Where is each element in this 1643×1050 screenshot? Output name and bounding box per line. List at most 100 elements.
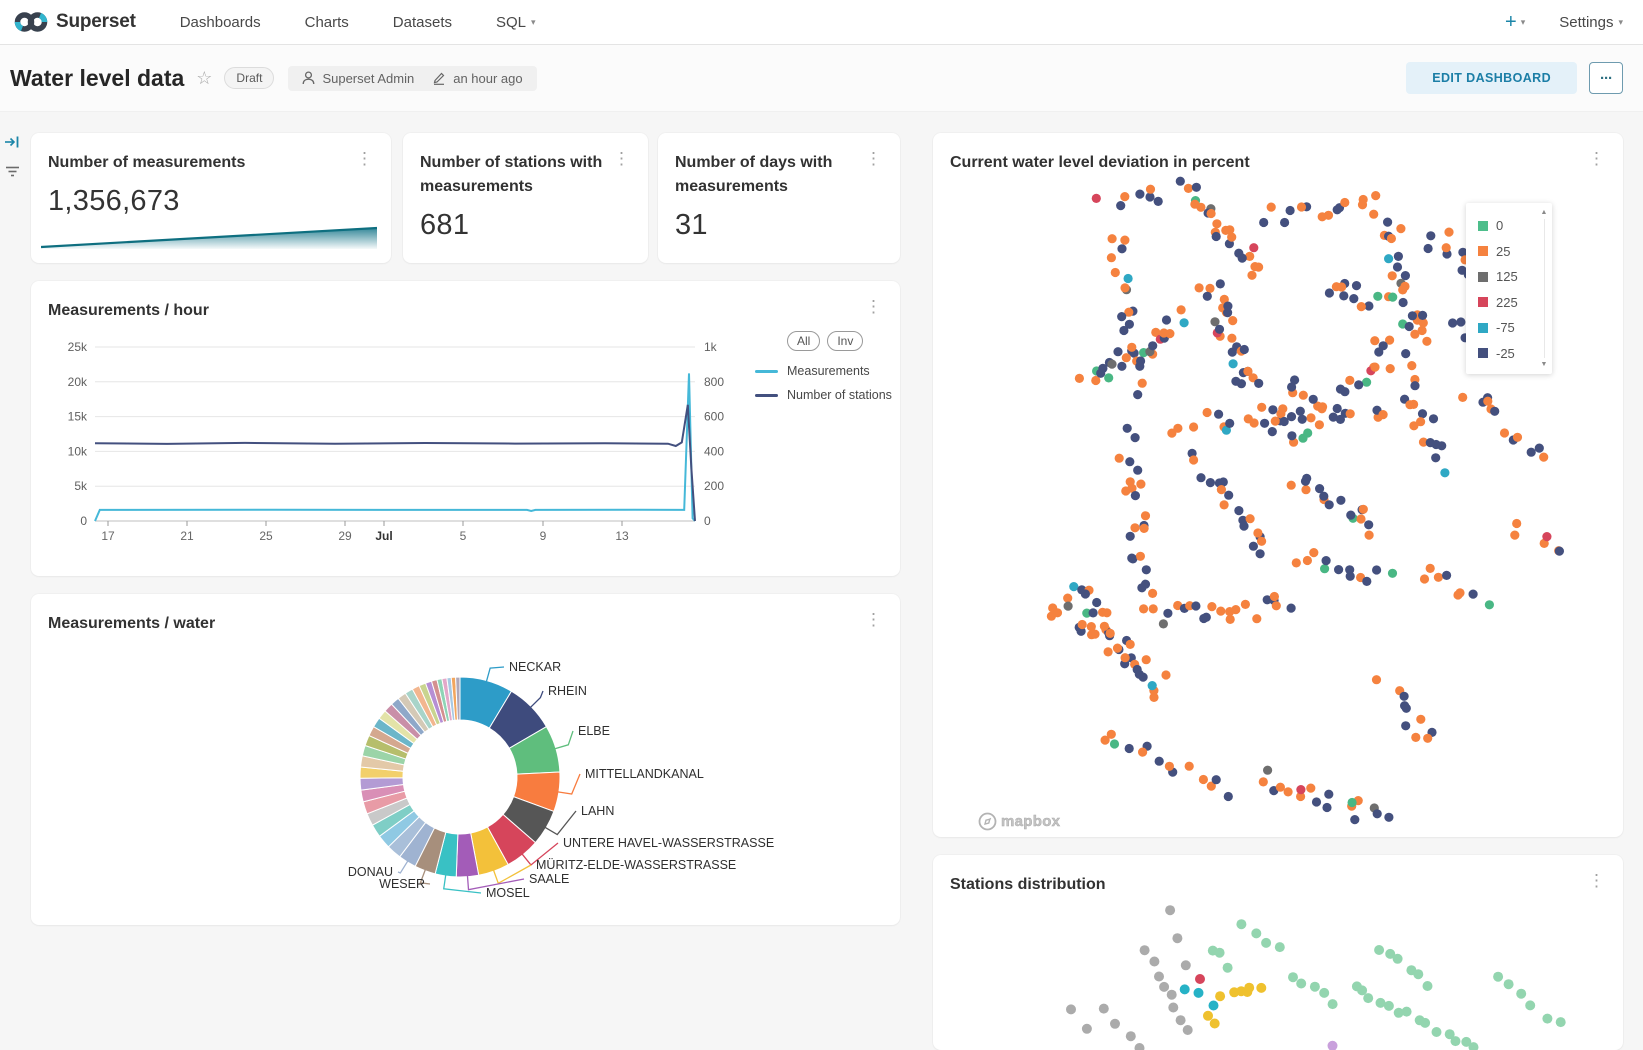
deviation-scatter-map[interactable] [933,133,1623,837]
page-title: Water level data [10,64,185,91]
nav-item-dashboards[interactable]: Dashboards [179,13,261,31]
expand-filter-bar-icon[interactable] [4,135,20,149]
dashboard-header: Water level data ☆ Draft Superset Admin … [0,45,1643,112]
legend-swatch [1478,348,1488,359]
svg-text:200: 200 [704,479,724,493]
svg-text:13: 13 [615,529,629,543]
hourly-chart-legend: All Inv Measurements Number of stations [755,331,915,412]
settings-menu[interactable]: Settings ▾ [1559,13,1623,31]
legend-label: 225 [1496,294,1518,310]
svg-text:LAHN: LAHN [581,804,614,818]
map-legend-item[interactable]: 125 [1478,264,1546,290]
card-title: Measurements / water [48,615,216,632]
legend-swatch [1478,220,1488,231]
nav-right: + ▾ Settings ▾ [1505,11,1623,34]
series-line-swatch [755,393,778,397]
mapbox-icon [978,812,997,831]
svg-text:0: 0 [704,514,711,528]
svg-text:5k: 5k [74,479,88,493]
top-navbar: Superset Dashboards Charts Datasets SQL … [0,0,1643,45]
kebab-menu-icon[interactable]: ⋮ [865,610,882,629]
svg-text:UNTERE HAVEL-WASSERSTRASSE: UNTERE HAVEL-WASSERSTRASSE [563,836,774,850]
svg-text:29: 29 [338,529,352,543]
owner-name: Superset Admin [322,70,415,86]
svg-text:MÜRITZ-ELDE-WASSERSTRASSE: MÜRITZ-ELDE-WASSERSTRASSE [536,858,736,872]
svg-text:RHEIN: RHEIN [548,684,587,698]
card-title: Measurements / hour [48,302,209,319]
svg-text:600: 600 [704,410,724,424]
svg-text:400: 400 [704,444,724,458]
superset-brand[interactable]: Superset [14,10,136,34]
kebab-menu-icon[interactable]: ⋮ [865,149,882,168]
legend-scrollbar[interactable]: ▲ ▼ [1539,209,1549,368]
legend-item-measurements[interactable]: Measurements [755,364,915,378]
draft-badge: Draft [224,67,275,89]
legend-swatch [1478,271,1488,282]
svg-text:1k: 1k [704,340,718,354]
legend-label: 25 [1496,243,1511,259]
legend-swatch [1478,297,1488,308]
kebab-menu-icon[interactable]: ⋮ [1588,871,1605,890]
svg-text:25k: 25k [68,340,88,354]
svg-text:10k: 10k [68,444,88,458]
pencil-icon [433,72,445,85]
card-number-of-measurements: Number of measurements ⋮ 1,356,673 [31,133,391,263]
filter-funnel-icon[interactable] [5,165,20,178]
kebab-menu-icon[interactable]: ⋮ [613,149,630,168]
nav-item-datasets[interactable]: Datasets [392,13,452,31]
kebab-menu-icon[interactable]: ⋮ [356,149,373,168]
mapbox-attribution[interactable]: mapbox [978,812,1060,831]
legend-inv-button[interactable]: Inv [827,331,864,351]
svg-text:NECKAR: NECKAR [509,660,561,674]
card-title: Stations distribution [950,876,1106,893]
more-options-button[interactable]: ··· [1589,62,1623,94]
dashboard-meta: Superset Admin an hour ago [288,65,537,91]
card-title: Number of measurements [48,154,246,171]
series-line-swatch [755,369,778,373]
favorite-star-icon[interactable]: ☆ [196,67,213,88]
big-number-value: 681 [420,209,470,241]
new-item-button[interactable]: + ▾ [1505,10,1526,33]
map-legend-item[interactable]: 25 [1478,239,1546,265]
nav-item-sql[interactable]: SQL ▾ [496,13,536,31]
scroll-up-icon[interactable]: ▲ [1540,209,1548,216]
chevron-down-icon: ▾ [1618,16,1623,27]
svg-text:9: 9 [540,529,547,543]
filter-rail [2,135,22,178]
scroll-track [1543,219,1545,358]
legend-label: 0 [1496,218,1504,234]
svg-text:25: 25 [259,529,273,543]
kebab-menu-icon[interactable]: ⋮ [1588,149,1605,168]
svg-text:MITTELLANDKANAL: MITTELLANDKANAL [585,767,704,781]
stations-scatter-chart[interactable] [933,855,1623,1050]
svg-text:SAALE: SAALE [529,872,569,886]
last-modified-text: an hour ago [453,70,523,86]
owner-item[interactable]: Superset Admin [302,71,414,86]
map-legend-item[interactable]: -75 [1478,315,1546,341]
user-icon [302,71,315,85]
card-number-of-stations: Number of stations with measurements ⋮ 6… [403,133,648,263]
legend-all-button[interactable]: All [787,331,821,351]
map-legend-item[interactable]: 225 [1478,290,1546,316]
edit-dashboard-button[interactable]: EDIT DASHBOARD [1406,62,1577,94]
card-number-of-days: Number of days with measurements ⋮ 31 [658,133,900,263]
map-legend-item[interactable]: -25 [1478,341,1546,367]
kebab-menu-icon[interactable]: ⋮ [865,297,882,316]
legend-item-number-of-stations[interactable]: Number of stations [755,388,915,402]
map-legend: 0 25 125 225 -75 -25 ▲ ▼ [1466,203,1552,374]
nav-item-charts[interactable]: Charts [304,13,349,31]
svg-text:MOSEL: MOSEL [486,886,530,900]
nav-items: Dashboards Charts Datasets SQL ▾ [180,14,536,31]
scroll-down-icon[interactable]: ▼ [1540,361,1548,368]
card-title: Current water level deviation in percent [950,154,1250,171]
card-measurements-per-hour: Measurements / hour ⋮ 0 0 5k 200 10k 400 15k 60… [31,281,900,576]
chevron-down-icon: ▾ [531,16,536,27]
card-stations-distribution: Stations distribution ⋮ [933,855,1623,1050]
map-legend-item[interactable]: 0 [1478,213,1546,239]
svg-text:ELBE: ELBE [578,724,610,738]
big-number-value: 1,356,673 [48,185,180,217]
legend-label: -25 [1496,345,1515,361]
card-title: Number of days with measurements [675,154,833,195]
header-actions: EDIT DASHBOARD ··· [1406,62,1623,94]
